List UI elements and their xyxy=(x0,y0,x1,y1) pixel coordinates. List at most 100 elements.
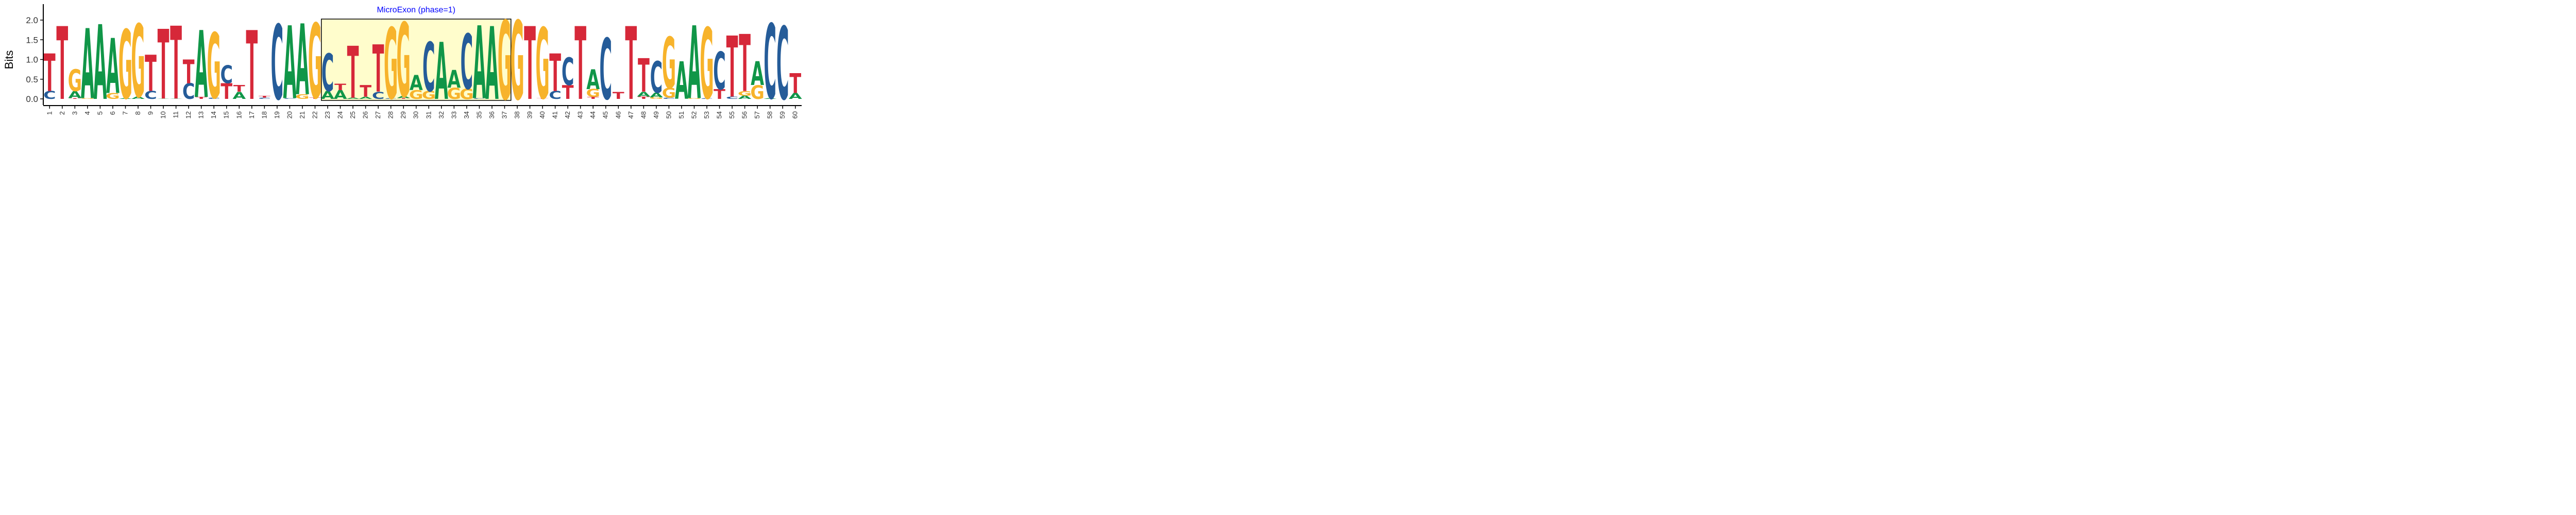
logo-glyph-pos-27-T: T xyxy=(372,32,384,107)
logo-glyph-pos-29-G: G xyxy=(396,3,410,121)
logo-glyph-pos-40-G: G xyxy=(535,8,549,121)
logo-glyph-pos-33-G: G xyxy=(447,85,461,103)
logo-glyph-pos-10-A: A xyxy=(157,98,171,99)
logo-glyph-pos-51-A: A xyxy=(675,51,688,111)
x-tick-label: 54 xyxy=(716,111,723,118)
x-tick-label: 37 xyxy=(500,111,508,118)
x-tick-label: 60 xyxy=(791,111,799,118)
y-tick-label: 2.0 xyxy=(26,15,38,25)
logo-glyph-pos-33-A: A xyxy=(447,65,461,94)
highlight-region-layer: MicroExon (phase=1) xyxy=(320,6,512,101)
logo-glyph-pos-28-C: C xyxy=(384,98,397,99)
logo-glyph-pos-16-T: T xyxy=(233,83,246,94)
x-tick-label: 17 xyxy=(248,111,256,118)
logo-glyph-pos-24-A: A xyxy=(334,88,348,101)
logo-glyph-pos-26-T: T xyxy=(360,82,371,101)
logo-glyph-pos-22-T: T xyxy=(309,97,321,99)
logo-glyph-pos-7-G: G xyxy=(118,11,132,121)
logo-glyph-pos-34-G: G xyxy=(460,87,473,102)
x-tick-label: 7 xyxy=(121,111,129,115)
logo-glyph-pos-45-C: C xyxy=(599,21,612,119)
microexon-region-box xyxy=(320,19,512,101)
logo-glyph-pos-29-A: A xyxy=(397,96,411,99)
logo-glyph-pos-13-T: T xyxy=(195,96,208,99)
logo-glyph-pos-41-C: C xyxy=(549,89,561,101)
logo-glyph-pos-49-A: A xyxy=(650,91,663,98)
logo-glyph-pos-28-G: G xyxy=(384,8,398,121)
logo-glyph-pos-56-A: A xyxy=(738,95,752,100)
logo-glyph-pos-44-A: A xyxy=(586,64,600,96)
logo-glyph-pos-23-A: A xyxy=(321,89,334,101)
logo-glyph-pos-8-G: G xyxy=(131,4,145,121)
logo-glyph-pos-12-T: T xyxy=(183,53,195,91)
logo-glyph-pos-16-A: A xyxy=(232,90,246,101)
logo-glyph-pos-57-A: A xyxy=(751,55,764,93)
logo-glyph-pos-37-G: G xyxy=(498,0,512,125)
x-tick-label: 26 xyxy=(362,111,369,118)
logo-glyph-pos-12-C: C xyxy=(182,79,195,104)
x-tick-label: 4 xyxy=(83,111,91,115)
logo-glyph-pos-18-C: C xyxy=(258,97,271,99)
logo-glyph-pos-34-C: C xyxy=(461,19,473,107)
x-tick-label: 16 xyxy=(235,111,243,118)
x-tick-label: 22 xyxy=(311,111,318,118)
logo-glyph-pos-52-G: G xyxy=(687,98,701,99)
logo-glyph-pos-38-G: G xyxy=(510,0,524,125)
logo-glyph-pos-26-A: A xyxy=(359,96,373,99)
x-tick-label: 29 xyxy=(399,111,407,118)
x-tick-label: 11 xyxy=(172,111,180,118)
logo-glyph-pos-30-G: G xyxy=(409,88,423,101)
y-tick-label: 1.0 xyxy=(26,55,38,65)
logo-glyph-pos-22-G: G xyxy=(308,2,322,122)
logo-glyph-pos-4-A: A xyxy=(81,9,94,121)
x-tick-label: 12 xyxy=(184,111,192,118)
x-tick-label: 2 xyxy=(58,111,66,115)
logo-glyph-pos-32-A: A xyxy=(435,26,448,117)
x-tick-label: 31 xyxy=(425,111,432,118)
x-tick-label: 13 xyxy=(197,111,205,118)
logo-glyph-pos-41-T: T xyxy=(549,43,561,104)
x-tick-label: 10 xyxy=(159,111,167,118)
x-tick-label: 32 xyxy=(437,111,445,118)
x-tick-label: 20 xyxy=(285,111,293,118)
x-tick-label: 56 xyxy=(741,111,749,118)
logo-glyph-pos-4-G: G xyxy=(80,98,94,99)
logo-glyph-pos-44-G: G xyxy=(586,87,600,100)
logo-glyph-pos-3-A: A xyxy=(68,90,81,101)
logo-glyph-pos-44-T: T xyxy=(587,96,600,99)
x-tick-label: 59 xyxy=(778,111,786,118)
logo-glyph-pos-35-C: C xyxy=(473,98,486,99)
logo-glyph-pos-58-C: C xyxy=(764,3,776,123)
logo-glyph-pos-8-A: A xyxy=(131,96,145,99)
x-tick-label: 5 xyxy=(96,111,104,115)
logo-glyph-pos-59-C: C xyxy=(776,6,789,123)
y-tick-label: 0.0 xyxy=(26,94,38,104)
logo-glyph-pos-49-G: G xyxy=(649,97,663,99)
x-tick-label: 23 xyxy=(324,111,331,118)
logo-glyph-pos-36-A: A xyxy=(485,6,499,123)
x-tick-label: 21 xyxy=(298,111,306,118)
logo-glyph-pos-46-T: T xyxy=(613,90,624,101)
logo-glyph-pos-42-T: T xyxy=(562,82,574,104)
x-tick-label: 43 xyxy=(577,111,584,118)
y-tick-label: 1.5 xyxy=(26,35,38,45)
logo-glyph-pos-60-A: A xyxy=(789,92,803,101)
x-tick-label: 55 xyxy=(728,111,736,118)
logo-glyph-pos-48-T: T xyxy=(638,96,650,99)
logo-glyph-pos-40-T: T xyxy=(537,98,549,99)
logo-glyph-pos-54-C: C xyxy=(713,41,726,101)
logo-glyph-pos-11-T: T xyxy=(170,6,182,122)
logo-glyph-pos-48-T: T xyxy=(638,49,650,102)
logo-glyph-pos-17-T: T xyxy=(246,12,258,122)
x-tick-label: 46 xyxy=(614,111,622,118)
x-tick-label: 39 xyxy=(526,111,534,118)
logo-glyph-pos-24-T: T xyxy=(334,82,346,93)
logo-glyph-pos-53-G: G xyxy=(700,8,714,121)
x-tick-label: 8 xyxy=(134,111,142,115)
logo-glyph-pos-50-G: G xyxy=(662,85,676,101)
x-tick-label: 45 xyxy=(602,111,609,118)
logo-glyph-pos-52-A: A xyxy=(688,6,701,122)
logo-glyph-pos-27-C: C xyxy=(372,90,385,101)
x-tick-label: 50 xyxy=(665,111,672,118)
